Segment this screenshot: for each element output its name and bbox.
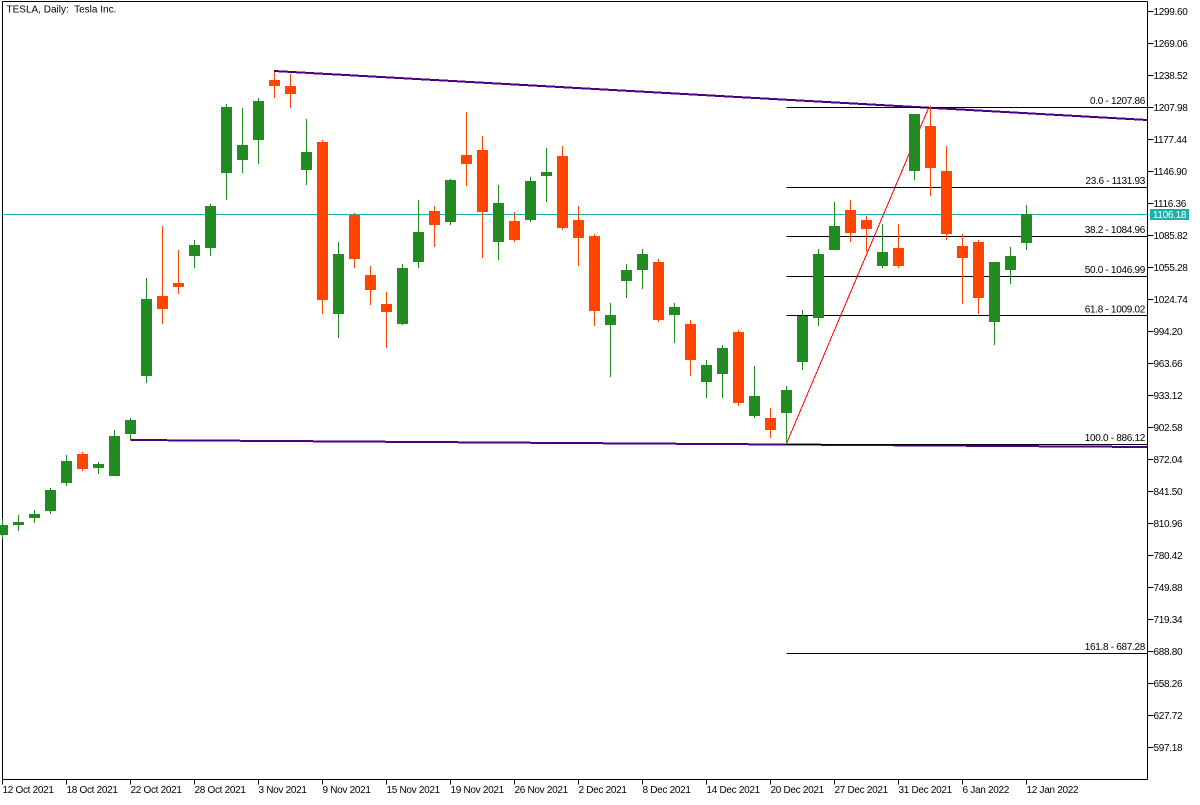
svg-text:15 Nov 2021: 15 Nov 2021 [387,785,441,796]
svg-text:780.42: 780.42 [1154,551,1184,562]
svg-text:658.26: 658.26 [1154,679,1184,690]
svg-text:627.72: 627.72 [1154,711,1184,722]
svg-text:810.96: 810.96 [1154,519,1184,530]
svg-text:1116.36: 1116.36 [1154,199,1187,210]
svg-text:841.50: 841.50 [1154,487,1184,498]
svg-text:3 Nov 2021: 3 Nov 2021 [259,785,308,796]
svg-text:23.6 - 1131.93: 23.6 - 1131.93 [1085,176,1145,187]
svg-text:597.18: 597.18 [1154,743,1184,754]
svg-text:28 Oct 2021: 28 Oct 2021 [195,785,247,796]
svg-text:1238.52: 1238.52 [1154,71,1189,82]
svg-text:1177.44: 1177.44 [1154,135,1188,146]
svg-text:1269.06: 1269.06 [1154,39,1189,50]
svg-text:688.80: 688.80 [1154,647,1184,658]
svg-text:6 Jan 2022: 6 Jan 2022 [963,785,1010,796]
svg-text:27 Dec 2021: 27 Dec 2021 [835,785,889,796]
svg-text:18 Oct 2021: 18 Oct 2021 [67,785,119,796]
svg-text:749.88: 749.88 [1154,583,1184,594]
svg-text:719.34: 719.34 [1154,615,1184,626]
svg-text:100.0 - 886.12: 100.0 - 886.12 [1085,433,1146,444]
svg-text:38.2 - 1084.96: 38.2 - 1084.96 [1085,225,1146,236]
svg-text:1106.18: 1106.18 [1153,210,1187,221]
svg-text:8 Dec 2021: 8 Dec 2021 [643,785,692,796]
svg-text:26 Nov 2021: 26 Nov 2021 [515,785,569,796]
svg-text:14 Dec 2021: 14 Dec 2021 [707,785,761,796]
svg-text:1085.82: 1085.82 [1154,231,1189,242]
svg-text:1055.28: 1055.28 [1154,263,1189,274]
svg-text:31 Dec 2021: 31 Dec 2021 [899,785,953,796]
svg-text:994.20: 994.20 [1154,327,1184,338]
svg-text:933.12: 933.12 [1154,391,1184,402]
svg-text:1207.98: 1207.98 [1154,103,1189,114]
svg-text:2 Dec 2021: 2 Dec 2021 [579,785,628,796]
svg-text:TESLA, Daily: Tesla Inc.: TESLA, Daily: Tesla Inc. [7,5,117,16]
svg-text:12 Jan 2022: 12 Jan 2022 [1027,785,1079,796]
svg-text:61.8 - 1009.02: 61.8 - 1009.02 [1085,305,1146,316]
svg-text:50.0 - 1046.99: 50.0 - 1046.99 [1085,265,1146,276]
svg-text:19 Nov 2021: 19 Nov 2021 [451,785,505,796]
svg-text:963.66: 963.66 [1154,359,1184,370]
svg-text:872.04: 872.04 [1154,455,1184,466]
svg-text:22 Oct 2021: 22 Oct 2021 [131,785,183,796]
svg-text:12 Oct 2021: 12 Oct 2021 [3,785,55,796]
svg-text:20 Dec 2021: 20 Dec 2021 [771,785,825,796]
svg-text:161.8 - 687.28: 161.8 - 687.28 [1085,642,1146,653]
svg-text:1299.60: 1299.60 [1154,7,1189,18]
svg-text:1146.90: 1146.90 [1154,167,1188,178]
svg-text:902.58: 902.58 [1154,423,1184,434]
svg-text:9 Nov 2021: 9 Nov 2021 [323,785,372,796]
svg-text:0.0 - 1207.86: 0.0 - 1207.86 [1090,96,1146,107]
svg-text:1024.74: 1024.74 [1154,295,1189,306]
